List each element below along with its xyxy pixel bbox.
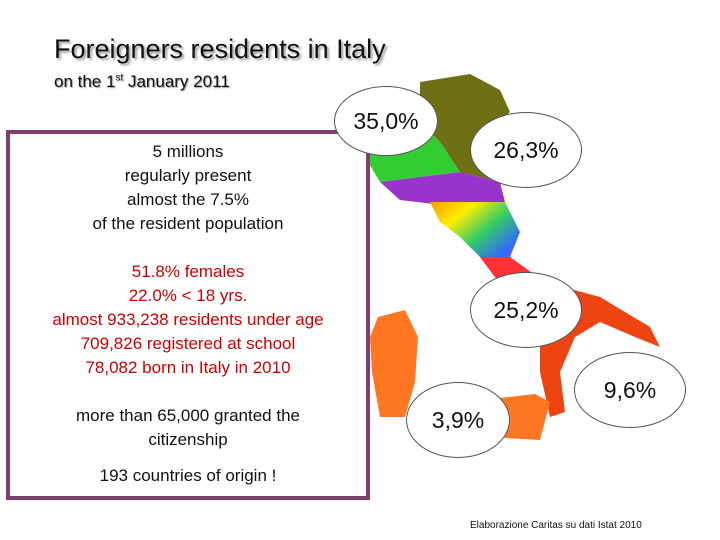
info-line: 193 countries of origin !	[99, 466, 277, 485]
info-line: citizenship	[148, 430, 228, 449]
info-box: 5 millions regularly present almost the …	[6, 130, 370, 500]
map-island-sardinia	[370, 310, 418, 417]
region-bubble-northwest: 35,0%	[334, 86, 438, 156]
info-line: regularly present	[124, 166, 252, 185]
source-credit: Elaborazione Caritas su dati Istat 2010	[470, 520, 642, 531]
subtitle-prefix: on the 1	[54, 72, 116, 91]
region-bubble-islands: 3,9%	[406, 382, 510, 458]
info-line: 78,082 born in Italy in 2010	[85, 358, 291, 377]
map-region-purple	[380, 172, 505, 207]
slide-title: Foreigners residents in Italy	[54, 34, 386, 64]
info-block-presence: 5 millions regularly present almost the …	[10, 140, 366, 236]
info-line: 51.8% females	[131, 262, 245, 281]
info-line: 5 millions	[152, 142, 224, 161]
region-bubble-centre: 25,2%	[470, 272, 582, 348]
info-line: 709,826 registered at school	[80, 334, 296, 353]
subtitle-suffix: January 2011	[123, 72, 230, 91]
info-line: almost 933,238 residents under age	[52, 310, 324, 329]
region-bubble-south: 9,6%	[574, 352, 686, 428]
info-block-demographics: 51.8% females 22.0% < 18 yrs. almost 933…	[10, 260, 366, 380]
slide-subtitle: on the 1st January 2011	[54, 72, 230, 92]
info-line: more than 65,000 granted the	[76, 406, 300, 425]
info-line: almost the 7.5%	[127, 190, 249, 209]
info-line: 22.0% < 18 yrs.	[128, 286, 248, 305]
subtitle-sup: st	[115, 72, 124, 84]
info-block-origins: 193 countries of origin !	[10, 464, 366, 488]
region-bubble-northeast: 26,3%	[470, 112, 582, 188]
info-line: of the resident population	[92, 214, 284, 233]
info-block-citizenship: more than 65,000 granted the citizenship	[10, 404, 366, 452]
